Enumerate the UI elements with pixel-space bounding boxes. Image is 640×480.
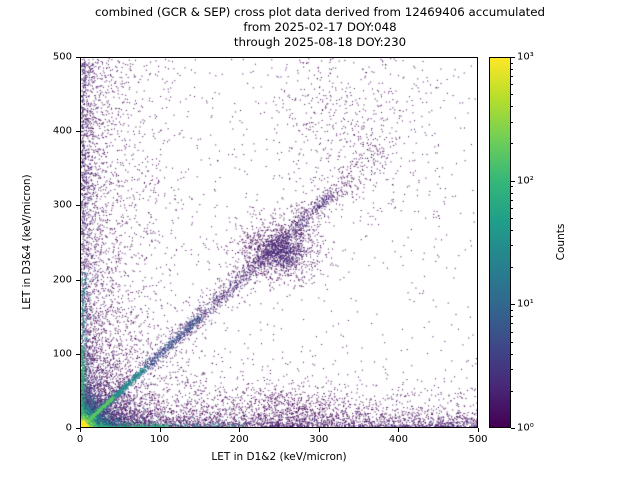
colorbar-minor-tick-mark [511,267,513,269]
colorbar-tick-label: 10² [517,175,534,187]
colorbar-minor-tick-mark [511,331,513,333]
colorbar-minor-tick-mark [511,186,513,188]
colorbar-tick-mark [511,428,515,429]
colorbar-minor-tick-mark [511,62,513,64]
x-tick-mark [478,428,479,432]
colorbar [489,57,511,428]
chart-title-line3: through 2025-08-18 DOY:230 [233,35,407,50]
y-tick-mark [76,131,80,133]
colorbar-minor-tick-mark [511,323,513,325]
x-tick-label: 400 [388,434,408,445]
colorbar-minor-tick-mark [511,84,513,86]
y-tick-mark [76,57,80,58]
colorbar-minor-tick-mark [511,217,513,219]
colorbar-minor-tick-mark [511,316,513,318]
plot-area [80,57,478,428]
colorbar-minor-tick-mark [511,309,513,311]
x-tick-mark [80,428,81,432]
chart-title-line2: from 2025-02-17 DOY:048 [243,20,397,35]
y-tick-mark [76,428,80,429]
colorbar-tick-mark [511,304,515,306]
colorbar-tick-mark [511,180,515,182]
x-tick-label: 100 [150,434,170,445]
colorbar-minor-tick-mark [511,229,513,231]
y-tick-mark [76,353,80,355]
colorbar-minor-tick-mark [511,121,513,123]
colorbar-minor-tick-mark [511,68,513,70]
colorbar-minor-tick-mark [511,106,513,108]
chart-title-line1: combined (GCR & SEP) cross plot data der… [94,5,546,19]
colorbar-minor-tick-mark [511,341,513,343]
y-tick-mark [76,279,80,281]
colorbar-minor-tick-mark [511,199,513,201]
colorbar-minor-tick-mark [511,192,513,194]
colorbar-label: Counts [555,223,567,261]
scatter-canvas [81,58,477,427]
colorbar-minor-tick-mark [511,76,513,78]
x-tick-label: 0 [76,434,84,445]
chart-title: combined (GCR & SEP) cross plot data der… [0,5,640,50]
x-tick-mark [239,428,241,432]
x-tick-mark [318,428,320,432]
y-tick-mark [76,205,80,207]
x-tick-mark [159,428,161,432]
y-tick-label: 200 [52,274,72,286]
colorbar-tick-mark [511,57,515,58]
colorbar-tick-label: 10⁰ [517,422,534,434]
colorbar-minor-tick-mark [511,368,513,370]
colorbar-minor-tick-mark [511,208,513,210]
x-tick-label: 500 [468,434,488,445]
x-tick-mark [398,428,400,432]
colorbar-minor-tick-mark [511,245,513,247]
y-tick-label: 500 [52,51,72,63]
colorbar-minor-tick-mark [511,94,513,96]
colorbar-minor-tick-mark [511,390,513,392]
colorbar-minor-tick-mark [511,353,513,355]
x-axis-label: LET in D1&2 (keV/micron) [211,451,347,463]
colorbar-tick-label: 10³ [517,51,534,63]
colorbar-minor-tick-mark [511,143,513,145]
y-tick-label: 300 [52,199,72,211]
colorbar-tick-label: 10¹ [517,298,534,310]
y-tick-label: 0 [65,422,72,434]
y-axis-label: LET in D3&4 (keV/micron) [21,174,33,310]
x-tick-label: 300 [309,434,329,445]
y-tick-label: 400 [52,125,72,137]
x-tick-label: 200 [229,434,249,445]
y-tick-label: 100 [52,348,72,360]
